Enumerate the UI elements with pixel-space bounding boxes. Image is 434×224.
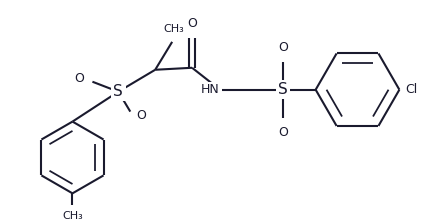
Text: O: O — [187, 17, 197, 30]
Text: HN: HN — [201, 83, 220, 96]
Text: O: O — [75, 72, 85, 85]
Text: Cl: Cl — [405, 83, 418, 96]
Text: O: O — [278, 126, 288, 139]
Text: CH₃: CH₃ — [164, 24, 184, 34]
Text: S: S — [278, 82, 288, 97]
Text: O: O — [136, 109, 146, 122]
Text: S: S — [113, 84, 123, 99]
Text: CH₃: CH₃ — [62, 211, 83, 221]
Text: O: O — [278, 41, 288, 54]
